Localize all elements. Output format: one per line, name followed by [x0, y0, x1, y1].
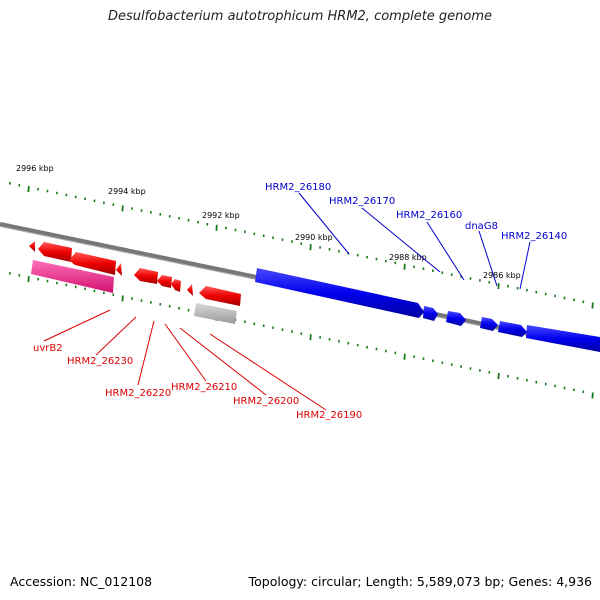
gene-label-dnaG8[interactable]: dnaG8: [465, 221, 498, 232]
gene-arrow[interactable]: [187, 284, 193, 296]
scale-label: 2992 kbp: [202, 211, 240, 220]
scale-label: 2988 kbp: [389, 253, 427, 262]
scale-label: 2996 kbp: [16, 164, 54, 173]
scale-label: 2990 kbp: [295, 233, 333, 242]
gene-arrow[interactable]: [446, 311, 466, 326]
gene-label-HRM2_26220[interactable]: HRM2_26220: [105, 388, 171, 399]
gene-label-uvrB2[interactable]: uvrB2: [33, 343, 63, 354]
reverse-label-leaders: [43, 309, 327, 411]
accession-text: Accession: NC_012108: [10, 574, 153, 589]
gene-arrow[interactable]: [199, 286, 241, 306]
forward-label-leaders: [298, 192, 531, 290]
gene-label-HRM2_26210[interactable]: HRM2_26210: [171, 382, 237, 393]
gene-label-HRM2_26170[interactable]: HRM2_26170: [329, 196, 395, 207]
gene-arrow[interactable]: [134, 268, 158, 284]
gene-arrow[interactable]: [423, 306, 438, 321]
gene-label-HRM2_26160[interactable]: HRM2_26160: [396, 210, 462, 221]
gene-arrow[interactable]: [171, 279, 181, 292]
gene-arrow[interactable]: [255, 268, 424, 318]
gene-arrow[interactable]: [498, 321, 527, 337]
gene-label-HRM2_26140[interactable]: HRM2_26140: [501, 231, 567, 242]
scale-ticks: [9, 182, 594, 399]
gene-label-HRM2_26200[interactable]: HRM2_26200: [233, 396, 299, 407]
gene-arrow[interactable]: [116, 263, 122, 276]
forward-strand-genes: [255, 268, 600, 352]
gene-arrow[interactable]: [38, 242, 72, 262]
gene-arrow[interactable]: [29, 241, 35, 252]
gene-label-HRM2_26230[interactable]: HRM2_26230: [67, 356, 133, 367]
gene-label-HRM2_26180[interactable]: HRM2_26180: [265, 182, 331, 193]
pseudogene[interactable]: [194, 303, 237, 324]
map-title: Desulfobacterium autotrophicum HRM2, com…: [107, 9, 493, 24]
gene-label-HRM2_26190[interactable]: HRM2_26190: [296, 410, 362, 421]
gene-arrow[interactable]: [69, 252, 116, 275]
topology-text: Topology: circular; Length: 5,589,073 bp…: [248, 574, 592, 589]
scale-label: 2986 kbp: [483, 271, 521, 280]
highlighted-gene[interactable]: [31, 260, 114, 293]
scale-label: 2994 kbp: [108, 187, 146, 196]
gene-arrow[interactable]: [480, 317, 498, 331]
gene-arrow[interactable]: [526, 325, 600, 352]
gene-arrow[interactable]: [157, 275, 172, 288]
reverse-strand-genes: [29, 241, 241, 324]
